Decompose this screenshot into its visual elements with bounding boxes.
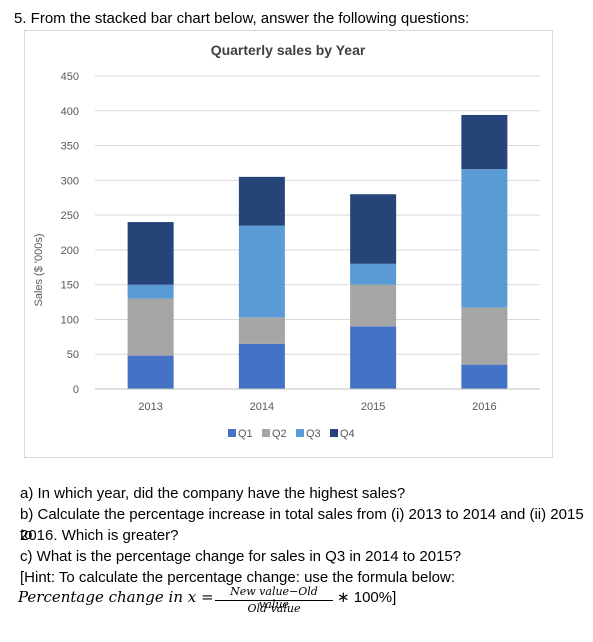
formula-tail: ∗ 100%] bbox=[337, 588, 396, 606]
question-a: a) In which year, did the company have t… bbox=[20, 485, 406, 502]
question-heading: 5. From the stacked bar chart below, ans… bbox=[14, 10, 470, 27]
bar-2015-q2 bbox=[350, 284, 397, 327]
bar-2014-q1 bbox=[238, 343, 285, 389]
y-tick-label: 350 bbox=[61, 141, 79, 153]
y-tick-label: 0 bbox=[73, 384, 79, 396]
question-b-line2: 2016. Which is greater? bbox=[20, 527, 179, 544]
x-tick-label: 2016 bbox=[472, 401, 496, 413]
legend-label-q2: Q2 bbox=[272, 428, 287, 440]
bar-2014-q3 bbox=[238, 225, 285, 318]
legend-label-q3: Q3 bbox=[306, 428, 321, 440]
bar-2016-q1 bbox=[461, 364, 508, 389]
legend-label-q4: Q4 bbox=[340, 428, 355, 440]
x-tick-label: 2013 bbox=[138, 401, 162, 413]
y-tick-label: 50 bbox=[67, 349, 79, 361]
bar-2016-q4 bbox=[461, 114, 508, 170]
y-tick-label: 400 bbox=[61, 106, 79, 118]
bar-2016-q2 bbox=[461, 307, 508, 365]
x-tick-label: 2015 bbox=[361, 401, 385, 413]
formula-lhs: Percentage change in x = bbox=[18, 588, 214, 606]
y-axis-label: Sales ($ '000s) bbox=[33, 233, 45, 306]
formula-numerator: New value−Old value bbox=[230, 585, 318, 611]
bar-2015-q3 bbox=[350, 263, 397, 285]
y-tick-label: 300 bbox=[61, 175, 79, 187]
stacked-bar-chart: Quarterly sales by Year Sales ($ '000s) … bbox=[33, 42, 540, 440]
chart-frame bbox=[24, 30, 553, 458]
hint-text: [Hint: To calculate the percentage chang… bbox=[20, 569, 455, 586]
y-tick-label: 450 bbox=[61, 71, 79, 83]
bar-2015-q4 bbox=[350, 194, 397, 264]
formula-denominator: Old value bbox=[247, 602, 301, 615]
y-tick-label: 100 bbox=[61, 314, 79, 326]
formula-fraction-bar bbox=[215, 600, 333, 601]
y-tick-label: 200 bbox=[61, 245, 79, 257]
question-c: c) What is the percentage change for sal… bbox=[20, 548, 462, 565]
bar-2015-q1 bbox=[350, 326, 397, 389]
chart-title: Quarterly sales by Year bbox=[211, 42, 366, 58]
bar-2013-q2 bbox=[127, 298, 174, 356]
legend-swatch-q2 bbox=[262, 429, 270, 437]
legend-swatch-q3 bbox=[296, 429, 304, 437]
y-tick-label: 250 bbox=[61, 210, 79, 222]
bar-2014-q2 bbox=[238, 317, 285, 344]
bar-2013-q3 bbox=[127, 284, 174, 299]
formula-lhs-text: Percentage change in x = bbox=[18, 588, 214, 606]
question-b-line1: b) Calculate the percentage increase in … bbox=[20, 506, 584, 543]
formula-tail-text: ∗ 100%] bbox=[337, 589, 397, 606]
bar-2016-q3 bbox=[461, 169, 508, 308]
bar-2013-q1 bbox=[127, 355, 174, 389]
legend-label-q1: Q1 bbox=[238, 428, 253, 440]
y-tick-label: 150 bbox=[61, 280, 79, 292]
legend-swatch-q4 bbox=[330, 429, 338, 437]
legend-swatch-q1 bbox=[228, 429, 236, 437]
bar-2014-q4 bbox=[238, 176, 285, 226]
x-tick-label: 2014 bbox=[250, 401, 274, 413]
bar-2013-q4 bbox=[127, 222, 174, 285]
